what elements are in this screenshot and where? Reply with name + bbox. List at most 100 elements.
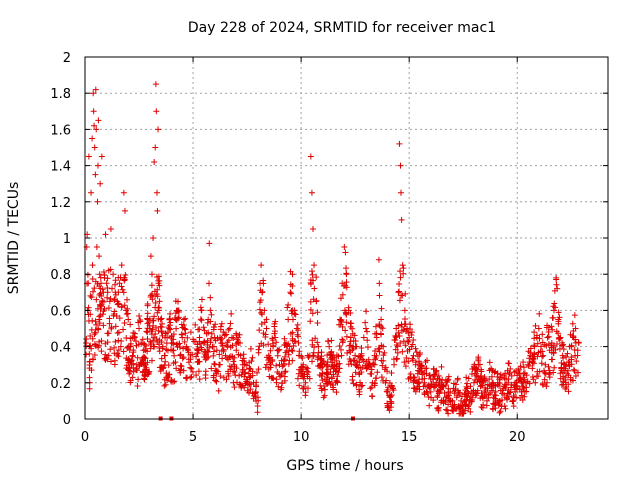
data-point bbox=[144, 320, 151, 327]
data-point bbox=[213, 378, 220, 385]
data-point bbox=[144, 329, 151, 336]
data-point bbox=[556, 314, 563, 321]
data-point bbox=[257, 287, 264, 294]
data-point bbox=[342, 249, 349, 256]
data-point bbox=[111, 297, 118, 304]
data-point bbox=[180, 316, 187, 323]
data-point bbox=[467, 383, 474, 390]
data-point bbox=[90, 108, 97, 115]
data-point bbox=[372, 375, 379, 382]
data-point bbox=[491, 401, 498, 408]
data-point bbox=[525, 361, 532, 368]
data-point bbox=[144, 310, 151, 317]
data-point bbox=[189, 368, 196, 375]
data-point bbox=[529, 365, 536, 372]
data-point bbox=[327, 351, 334, 358]
data-point bbox=[415, 367, 422, 374]
data-point bbox=[334, 378, 341, 385]
data-point bbox=[531, 329, 538, 336]
data-point bbox=[295, 327, 302, 334]
data-point bbox=[125, 316, 132, 323]
data-point bbox=[398, 216, 405, 223]
data-point bbox=[347, 334, 354, 341]
data-point bbox=[180, 345, 187, 352]
data-point bbox=[106, 298, 113, 305]
data-point bbox=[396, 140, 403, 147]
data-point bbox=[104, 339, 111, 346]
data-point bbox=[317, 382, 324, 389]
data-point bbox=[426, 402, 433, 409]
data-point bbox=[113, 313, 120, 320]
data-point bbox=[395, 322, 402, 329]
data-point bbox=[148, 357, 155, 364]
data-point bbox=[378, 374, 385, 381]
data-point bbox=[94, 198, 101, 205]
data-point bbox=[268, 374, 275, 381]
data-point bbox=[183, 374, 190, 381]
data-point bbox=[452, 387, 459, 394]
data-point bbox=[367, 385, 374, 392]
data-point bbox=[272, 318, 279, 325]
data-point bbox=[172, 310, 179, 317]
data-point bbox=[223, 376, 230, 383]
data-point bbox=[465, 403, 472, 410]
data-point bbox=[197, 304, 204, 311]
data-point bbox=[89, 317, 96, 324]
data-point bbox=[349, 373, 356, 380]
y-tick-label: 2 bbox=[63, 51, 71, 66]
data-point bbox=[104, 356, 111, 363]
data-point bbox=[349, 325, 356, 332]
data-point bbox=[258, 262, 265, 269]
data-point bbox=[147, 339, 154, 346]
data-point bbox=[358, 383, 365, 390]
data-point bbox=[348, 361, 355, 368]
data-point bbox=[281, 335, 288, 342]
data-point bbox=[560, 354, 567, 361]
data-point bbox=[314, 320, 321, 327]
data-point bbox=[501, 403, 508, 410]
data-point bbox=[343, 279, 350, 286]
data-point bbox=[352, 369, 359, 376]
data-point bbox=[145, 319, 152, 326]
data-point bbox=[177, 352, 184, 359]
data-point bbox=[187, 364, 194, 371]
data-point bbox=[335, 353, 342, 360]
data-point bbox=[353, 381, 360, 388]
data-point bbox=[124, 296, 131, 303]
data-point bbox=[255, 366, 262, 373]
data-point bbox=[326, 343, 333, 350]
data-point bbox=[112, 277, 119, 284]
data-point bbox=[273, 376, 280, 383]
data-point bbox=[411, 374, 418, 381]
data-point bbox=[515, 366, 522, 373]
data-point bbox=[218, 335, 225, 342]
data-point bbox=[571, 312, 578, 319]
data-point bbox=[110, 271, 117, 278]
data-point bbox=[263, 325, 270, 332]
data-point bbox=[571, 367, 578, 374]
data-point bbox=[89, 335, 96, 342]
data-point bbox=[343, 311, 350, 318]
data-point bbox=[97, 274, 104, 281]
data-point bbox=[249, 390, 256, 397]
data-point bbox=[557, 370, 564, 377]
x-tick-label: 10 bbox=[293, 430, 310, 445]
data-point bbox=[496, 409, 503, 416]
data-point bbox=[307, 298, 314, 305]
data-point bbox=[306, 375, 313, 382]
data-point bbox=[129, 353, 136, 360]
data-point bbox=[83, 351, 90, 358]
data-point bbox=[503, 376, 510, 383]
data-point bbox=[100, 269, 107, 276]
data-point bbox=[513, 382, 520, 389]
data-point bbox=[262, 333, 269, 340]
data-point bbox=[284, 343, 291, 350]
data-point bbox=[259, 311, 266, 318]
data-point bbox=[93, 126, 100, 133]
data-point bbox=[343, 284, 350, 291]
y-tick-label: 0.2 bbox=[50, 377, 71, 392]
data-point bbox=[298, 353, 305, 360]
data-point bbox=[111, 344, 118, 351]
data-point bbox=[368, 392, 375, 399]
data-point bbox=[281, 342, 288, 349]
